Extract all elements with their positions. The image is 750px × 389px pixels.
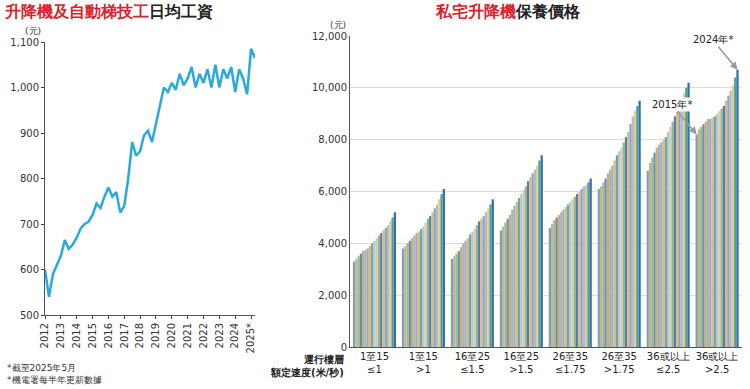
svg-text:6,000: 6,000 [318,186,347,197]
svg-text:1,000: 1,000 [10,82,39,93]
svg-text:2015: 2015 [87,323,98,348]
svg-text:16至25>1.5: 16至25>1.5 [504,351,539,375]
svg-text:2022: 2022 [198,323,209,348]
svg-text:2016: 2016 [103,323,114,348]
svg-text:10,000: 10,000 [312,82,347,93]
svg-text:*截至2025年5月: *截至2025年5月 [7,363,76,373]
svg-text:運行樓層: 運行樓層 [303,354,344,365]
svg-text:36或以上≤2.5: 36或以上≤2.5 [647,351,690,375]
svg-text:4,000: 4,000 [318,238,347,249]
svg-text:800: 800 [20,173,39,184]
svg-text:(元): (元) [330,20,346,30]
svg-text:1至15≤1: 1至15≤1 [360,351,389,375]
svg-text:2012: 2012 [39,323,50,348]
svg-text:額定速度(米/秒): 額定速度(米/秒) [270,367,344,378]
svg-text:26至35≤1.75: 26至35≤1.75 [553,351,588,375]
svg-text:(元): (元) [25,26,41,36]
svg-text:2024: 2024 [229,323,240,348]
svg-text:私宅升降機保養價格: 私宅升降機保養價格 [435,2,581,21]
svg-text:2020: 2020 [166,323,177,348]
svg-text:2023: 2023 [214,323,225,348]
svg-text:2018: 2018 [134,323,145,348]
svg-text:2013: 2013 [55,323,66,348]
svg-text:0: 0 [341,342,347,353]
svg-text:500: 500 [20,310,39,321]
svg-text:600: 600 [20,264,39,275]
svg-text:2025*: 2025* [245,323,256,353]
svg-text:*機電署每半年更新數據: *機電署每半年更新數據 [7,375,102,385]
svg-text:8,000: 8,000 [318,134,347,145]
svg-text:2019: 2019 [150,323,161,348]
svg-text:1,100: 1,100 [10,37,39,48]
svg-text:2024年*: 2024年* [693,34,733,45]
svg-text:升降機及自動梯技工日均工資: 升降機及自動梯技工日均工資 [4,2,213,21]
svg-text:900: 900 [20,128,39,139]
svg-text:12,000: 12,000 [312,31,347,42]
svg-text:26至35>1.75: 26至35>1.75 [601,351,636,375]
svg-text:2015年*: 2015年* [652,99,692,110]
svg-text:700: 700 [20,219,39,230]
svg-text:2014: 2014 [71,323,82,348]
svg-text:2021: 2021 [182,323,193,348]
svg-text:16至25≤1.5: 16至25≤1.5 [455,351,490,375]
svg-text:2017: 2017 [119,323,130,348]
svg-text:1至15>1: 1至15>1 [409,351,438,375]
svg-text:36或以上>2.5: 36或以上>2.5 [696,351,739,375]
svg-text:2,000: 2,000 [318,290,347,301]
